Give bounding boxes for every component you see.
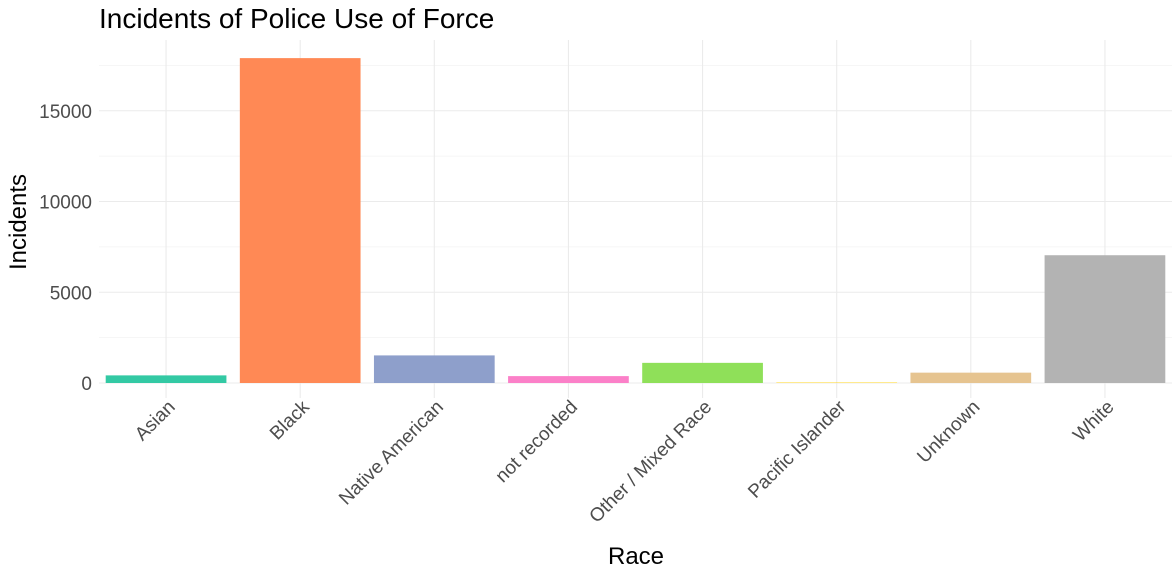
chart-title: Incidents of Police Use of Force [99,3,494,34]
bar [373,355,495,383]
y-tick-label: 0 [81,374,92,395]
bar [910,372,1032,383]
x-axis: Asian Black Native American not recorded Oth… [131,396,1118,527]
x-axis-title: Race [608,543,664,570]
bar [776,382,898,383]
x-tick-label: Pacific Islander [744,396,850,502]
bar [239,58,361,384]
y-axis-title: Incidents [5,174,32,270]
x-tick-label: not recorded [492,397,582,487]
y-tick-label: 5000 [50,283,92,304]
bars [105,58,1166,384]
x-tick-label: Other / Mixed Race [586,397,717,528]
x-tick-label: Black [266,396,314,444]
bar [105,375,227,383]
y-axis: 0 5000 10000 15000 [39,102,92,395]
bar [642,362,763,383]
x-tick-label: Unknown [913,397,984,468]
bar [1044,255,1166,383]
y-tick-label: 10000 [39,193,92,214]
bar [508,376,629,383]
x-tick-label: White [1069,397,1118,446]
x-tick-label: Native American [335,397,448,510]
y-tick-label: 15000 [39,102,92,123]
x-tick-label: Asian [131,397,179,445]
